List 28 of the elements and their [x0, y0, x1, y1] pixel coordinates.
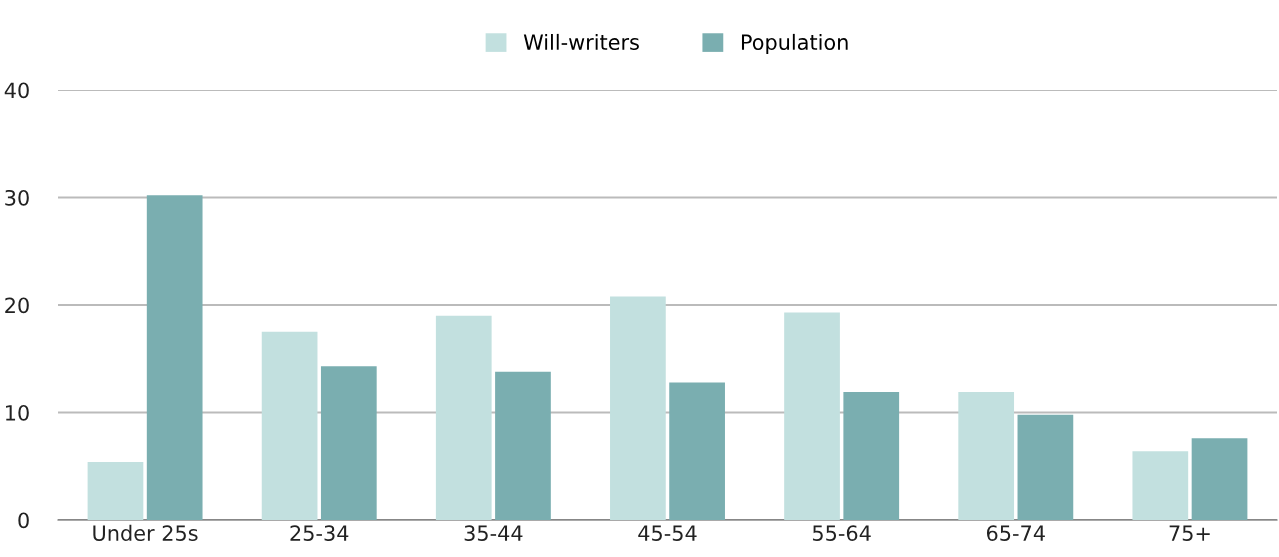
bar [843, 392, 900, 520]
bar [146, 195, 203, 520]
y-tick-label: 30 [5, 189, 29, 206]
y-tick-label: 40 [4, 82, 29, 99]
legend-label: Will-writers [523, 33, 639, 51]
legend-label: Population [741, 33, 848, 55]
bar [669, 382, 725, 520]
x-tick-label: Under 25s [93, 524, 198, 541]
bar [1132, 451, 1189, 520]
x-tick-label: 35-44 [464, 525, 523, 541]
y-tick-label: 0 [18, 512, 29, 529]
bar [1017, 414, 1074, 520]
bar [784, 312, 840, 520]
bar [1191, 438, 1248, 520]
x-tick-label: 55-64 [812, 525, 871, 541]
bar [495, 371, 551, 520]
bar [320, 366, 377, 520]
bar [435, 315, 492, 520]
x-tick-label: 65-74 [986, 525, 1045, 541]
bar [261, 331, 318, 520]
x-tick-label: 75+ [1169, 525, 1210, 541]
x-tick-label: 25-34 [290, 525, 349, 541]
y-tick-label: 10 [6, 404, 29, 421]
y-tick-label: 20 [5, 297, 29, 314]
bar [87, 461, 144, 520]
bar [958, 392, 1015, 520]
bar [610, 296, 666, 520]
x-tick-label: 45-54 [638, 525, 697, 541]
